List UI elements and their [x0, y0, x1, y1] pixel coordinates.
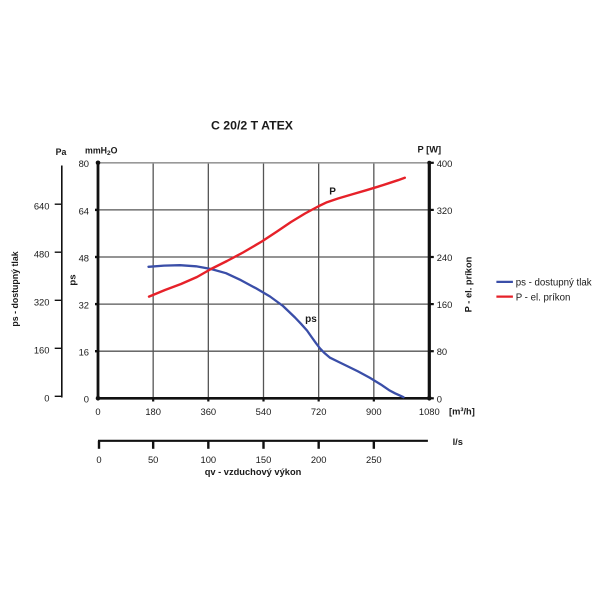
svg-text:160: 160 [437, 299, 453, 310]
svg-text:0: 0 [84, 394, 89, 405]
svg-text:100: 100 [201, 454, 217, 465]
svg-text:80: 80 [437, 346, 447, 357]
svg-text:480: 480 [34, 248, 50, 259]
svg-text:C 20/2 T ATEX: C 20/2 T ATEX [211, 119, 294, 133]
svg-text:200: 200 [311, 454, 327, 465]
svg-text:250: 250 [366, 454, 382, 465]
svg-text:16: 16 [79, 347, 89, 358]
svg-text:P [W]: P [W] [418, 144, 442, 154]
svg-text:P - el. príkon: P - el. príkon [516, 293, 571, 304]
svg-text:P - el. príkon: P - el. príkon [464, 256, 474, 312]
svg-text:64: 64 [79, 205, 89, 216]
svg-text:320: 320 [437, 205, 453, 216]
svg-text:80: 80 [79, 158, 89, 169]
svg-text:0: 0 [96, 454, 101, 465]
svg-text:l/s: l/s [453, 437, 463, 447]
svg-text:qv - vzduchový výkon: qv - vzduchový výkon [205, 467, 302, 477]
svg-text:160: 160 [34, 345, 50, 356]
svg-text:0: 0 [44, 393, 49, 404]
svg-text:240: 240 [437, 252, 453, 263]
svg-text:360: 360 [201, 406, 217, 417]
svg-text:400: 400 [437, 158, 453, 169]
svg-text:640: 640 [34, 200, 50, 211]
svg-text:150: 150 [256, 454, 272, 465]
svg-text:ps: ps [305, 314, 317, 325]
svg-text:ps: ps [68, 274, 79, 285]
svg-text:Pa: Pa [56, 147, 67, 157]
svg-text:P: P [329, 187, 336, 198]
svg-text:0: 0 [95, 406, 100, 417]
svg-text:540: 540 [256, 406, 272, 417]
svg-text:900: 900 [366, 406, 382, 417]
svg-text:[m³/h]: [m³/h] [449, 407, 475, 417]
svg-text:48: 48 [79, 252, 89, 263]
svg-text:32: 32 [79, 300, 89, 311]
svg-text:180: 180 [145, 406, 161, 417]
svg-text:ps - dostupný tlak: ps - dostupný tlak [516, 277, 592, 288]
svg-text:720: 720 [311, 406, 327, 417]
svg-text:0: 0 [437, 393, 442, 404]
svg-text:1080: 1080 [419, 406, 440, 417]
svg-text:mmH2O: mmH2O [85, 145, 118, 157]
svg-text:320: 320 [34, 297, 50, 308]
svg-text:50: 50 [148, 454, 158, 465]
svg-text:ps - dostupný tlak: ps - dostupný tlak [10, 251, 20, 326]
